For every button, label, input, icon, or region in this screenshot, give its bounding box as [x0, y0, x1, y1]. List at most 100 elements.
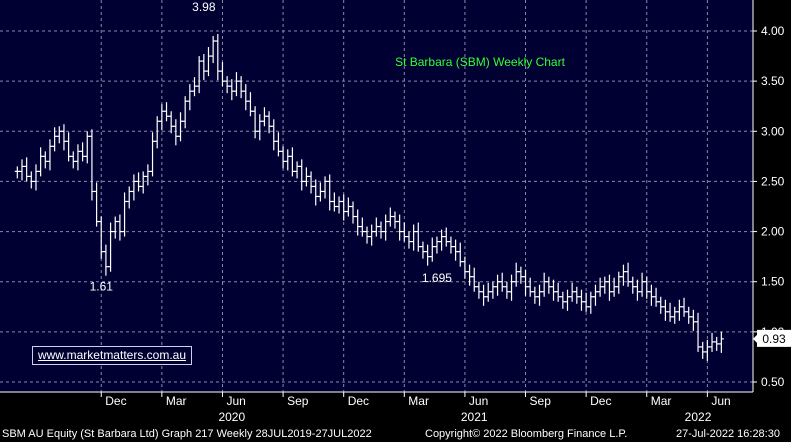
ohlc-bar	[434, 236, 440, 254]
ohlc-bar	[644, 276, 650, 299]
x-axis: Dec Mar Jun Sep Dec Mar Jun Sep Dec Mar Jun 2020 202…	[0, 391, 753, 424]
ohlc-bar	[546, 276, 552, 294]
ohlc-bar	[140, 171, 146, 194]
x-tick-label: Jun	[711, 394, 730, 408]
ohlc-bar	[294, 161, 300, 179]
ohlc-bar	[401, 222, 407, 242]
ohlc-bar	[425, 244, 431, 266]
ohlc-bar	[336, 196, 342, 214]
ohlc-bar	[52, 127, 58, 152]
ohlc-bar	[112, 216, 118, 239]
ohlc-bar	[415, 222, 421, 252]
ohlc-bar	[275, 132, 281, 157]
ohlc-bar	[481, 284, 487, 306]
ohlc-bar	[89, 129, 95, 201]
ohlc-bar	[457, 242, 463, 267]
x-tick-label: Mar	[166, 394, 187, 408]
ohlc-bar	[331, 192, 337, 212]
ohlc-bar	[672, 306, 678, 324]
ohlc-bar	[359, 217, 365, 237]
ohlc-bar	[159, 104, 165, 131]
ohlc-bar	[625, 262, 631, 287]
ohlc-bar	[369, 224, 375, 246]
ohlc-bar	[597, 277, 603, 297]
ohlc-bar	[191, 77, 197, 97]
footer-timestamp: 27-Jul-2022 16:28:30	[676, 428, 780, 440]
ohlc-bar	[634, 279, 640, 301]
ohlc-bar	[289, 147, 295, 177]
ohlc-bar	[373, 217, 379, 237]
ohlc-bar	[476, 281, 482, 299]
annotation-label: 3.98	[192, 0, 216, 14]
ohlc-bar	[196, 56, 202, 94]
ohlc-chart: 4.003.503.002.502.001.501.000.50 DecMarJ…	[0, 0, 791, 424]
ohlc-bar	[560, 291, 566, 309]
ohlc-bar	[602, 276, 608, 294]
ohlc-bar	[676, 299, 682, 321]
ohlc-bar	[630, 276, 636, 294]
ohlc-bar	[523, 269, 529, 296]
ohlc-bar	[215, 34, 221, 81]
ohlc-bar	[690, 309, 696, 331]
ohlc-bar	[257, 114, 263, 141]
y-tick-label: 0.50	[761, 375, 785, 389]
x-tick-label: Dec	[105, 394, 126, 408]
ohlc-bar	[355, 209, 361, 236]
ohlc-bar	[686, 306, 692, 324]
ohlc-bar	[261, 107, 267, 127]
y-tick-label: 3.50	[761, 74, 785, 88]
ohlc-bar	[509, 274, 515, 301]
x-tick-label: Mar	[651, 394, 672, 408]
ohlc-bar	[588, 291, 594, 314]
ohlc-bar	[70, 151, 76, 169]
ohlc-bar	[695, 312, 701, 352]
last-price-label: 0.93	[762, 332, 786, 346]
ohlc-bar	[714, 336, 720, 351]
x-tick-label: Mar	[408, 394, 429, 408]
ohlc-bar	[471, 267, 477, 292]
ohlc-bar	[136, 172, 142, 192]
ohlc-bar	[201, 54, 207, 81]
footer-security-info: SBM AU Equity (St Barbara Ltd) Graph 217…	[2, 428, 372, 440]
ohlc-bar	[532, 286, 538, 304]
x-tick-label: Dec	[590, 394, 611, 408]
ohlc-bar	[411, 224, 417, 251]
ohlc-bar	[14, 166, 20, 179]
ohlc-bar	[182, 96, 188, 129]
x-tick-label: Sep	[287, 394, 309, 408]
ohlc-bar	[564, 289, 570, 311]
price-bars	[14, 34, 724, 361]
ohlc-bar	[168, 111, 174, 134]
ohlc-bar	[303, 167, 309, 187]
ohlc-bar	[61, 124, 67, 151]
ohlc-bar	[238, 76, 244, 99]
ohlc-bar	[145, 164, 151, 186]
ohlc-bar	[164, 102, 170, 122]
ohlc-bar	[205, 47, 211, 77]
x-tick-label: Jun	[226, 394, 245, 408]
ohlc-bar	[453, 239, 459, 261]
ohlc-bar	[322, 176, 328, 199]
ohlc-bar	[537, 284, 543, 306]
ohlc-bar	[518, 266, 524, 284]
ohlc-bar	[583, 292, 589, 312]
y-tick-label: 4.00	[761, 24, 785, 38]
ohlc-bar	[574, 286, 580, 304]
ohlc-bar	[495, 274, 501, 296]
ohlc-bar	[383, 214, 389, 241]
annotation-label: 1.695	[422, 271, 452, 285]
ohlc-bar	[378, 221, 384, 239]
ohlc-bar	[131, 174, 137, 201]
ohlc-bar	[551, 279, 557, 301]
ohlc-bar	[606, 274, 612, 301]
y-tick-label: 3.00	[761, 124, 785, 138]
ohlc-bar	[285, 149, 291, 171]
annotation-label: 1.61	[90, 280, 114, 294]
ohlc-bar	[271, 119, 277, 151]
marketmatters-link[interactable]: www.marketmatters.com.au	[32, 346, 192, 365]
ohlc-bar	[94, 182, 100, 227]
ohlc-bar	[467, 264, 473, 286]
ohlc-bar	[224, 76, 230, 94]
ohlc-bar	[485, 282, 491, 302]
ohlc-bar	[56, 126, 62, 144]
